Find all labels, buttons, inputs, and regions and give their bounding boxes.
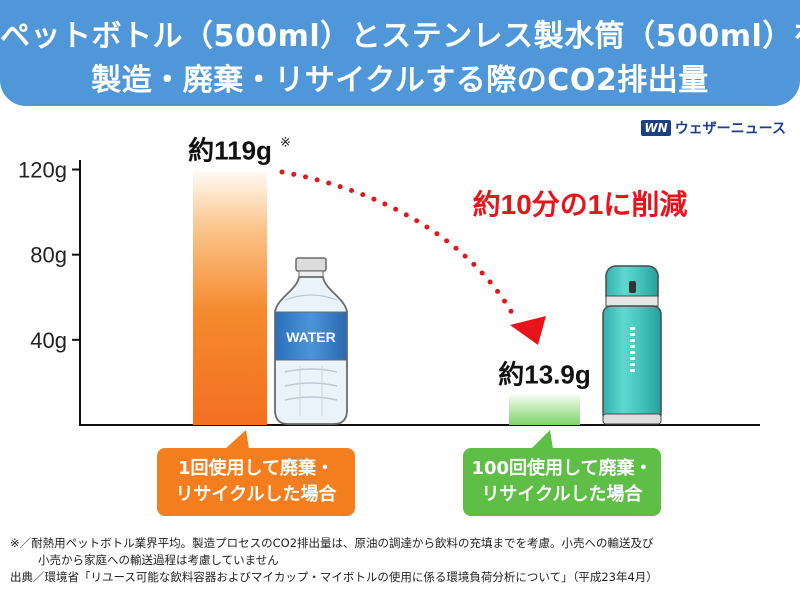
bar-2 <box>509 395 580 425</box>
bars: 約119g ※ 約13.9g <box>188 135 591 425</box>
bar-1 <box>193 171 267 425</box>
title-line-2: 製造・廃棄・リサイクルする際のCO2排出量 <box>91 63 709 98</box>
y-tick-label: 40g <box>30 328 67 353</box>
bottle-water-label: WATER <box>286 329 336 345</box>
bar-value-label-2: 約13.9g <box>498 359 591 389</box>
bubble-left-tail <box>225 430 249 449</box>
category-label-hundred-uses-line1: 100回使用して廃棄・ <box>471 458 653 479</box>
bar-value-label-1: 約119g <box>188 136 272 166</box>
footnote-line-2: 小売から家庭への輸送過程は考慮していません <box>38 553 279 567</box>
bar-value-note: ※ <box>280 135 291 150</box>
bubble-right-tail <box>531 430 553 449</box>
y-tick-label: 80g <box>30 243 67 268</box>
weathernews-logo-name: ウェザーニュース <box>674 121 786 137</box>
stainless-bottle-illustration <box>602 265 662 425</box>
category-label-single-use-line1: 1回使用して廃棄・ <box>178 458 334 479</box>
category-label-hundred-uses: 100回使用して廃棄・ リサイクルした場合 <box>463 448 661 516</box>
category-label-single-use: 1回使用して廃棄・ リサイクルした場合 <box>157 448 355 516</box>
reduction-arrow <box>279 169 546 345</box>
category-label-single-use-line2: リサイクルした場合 <box>175 484 337 505</box>
footnote: ※／耐熱用ペットボトル業界平均。製造プロセスのCO2排出量は、原油の調達から飲料… <box>10 535 658 586</box>
weathernews-logo-mark: WN <box>641 120 671 136</box>
category-label-hundred-uses-line2: リサイクルした場合 <box>481 484 643 505</box>
title-line-1: ペットボトル（500ml）とステンレス製水筒（500ml）を <box>0 19 800 54</box>
reduction-label: 約10分の1に削減 <box>473 188 688 220</box>
footnote-source: 出典／環境省「リユース可能な飲料容器およびマイカップ・マイボトルの使用に係る環境… <box>10 570 658 584</box>
weathernews-logo: WN ウェザーニュース <box>641 118 786 138</box>
y-tick-label: 120g <box>18 158 67 183</box>
footnote-line-1: ※／耐熱用ペットボトル業界平均。製造プロセスのCO2排出量は、原油の調達から飲料… <box>10 536 654 550</box>
pet-bottle-illustration: WATER <box>274 257 348 425</box>
arrow-head <box>510 316 546 345</box>
y-axis: 40g 80g 120g <box>18 158 81 425</box>
title-banner: ペットボトル（500ml）とステンレス製水筒（500ml）を 製造・廃棄・リサイ… <box>0 0 800 106</box>
